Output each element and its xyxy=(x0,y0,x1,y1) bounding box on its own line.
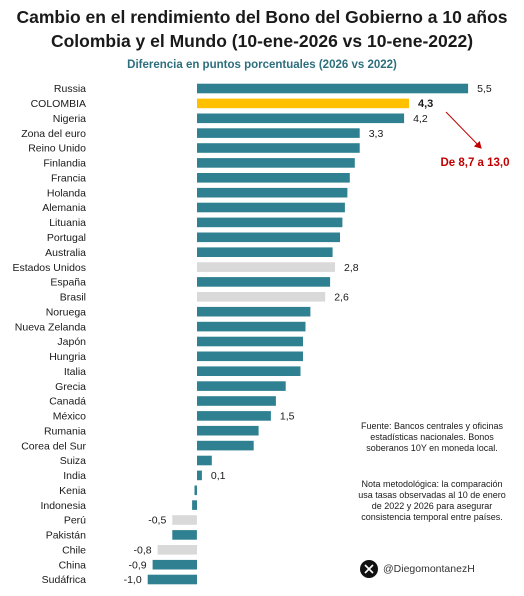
x-logo-icon xyxy=(360,560,378,578)
bar xyxy=(197,277,331,287)
bar xyxy=(197,143,360,153)
data-labels: 5,5 4,3 4,2 3,3 2,8 2,6 1,5 0,1 -0,5 -0,8 -0,9 -1,0 xyxy=(124,83,492,586)
category-label: Lituania xyxy=(49,217,86,229)
category-label: Sudáfrica xyxy=(42,574,87,586)
bar xyxy=(197,113,405,124)
chart-title: Cambio en el rendimiento del Bono del Go… xyxy=(16,7,508,27)
data-label: 0,1 xyxy=(211,470,226,482)
category-label: Canadá xyxy=(49,396,86,408)
bar xyxy=(197,128,360,138)
category-label: Corea del Sur xyxy=(21,440,86,452)
author-handle: @DiegomontanezH xyxy=(360,560,475,578)
category-label: Suiza xyxy=(60,455,86,467)
chart-title-line2: Colombia y el Mundo (10-ene-2026 vs 10-e… xyxy=(50,31,474,51)
data-label: -0,8 xyxy=(134,544,152,556)
category-label: México xyxy=(53,411,86,423)
source-note: Fuente: Bancos centrales y oficinas esta… xyxy=(360,421,504,453)
bar xyxy=(172,530,197,540)
data-label: -1,0 xyxy=(124,574,142,586)
bar xyxy=(197,98,409,109)
handle-text: @DiegomontanezH xyxy=(383,563,475,575)
bar xyxy=(197,262,335,272)
bar xyxy=(197,440,254,451)
bar xyxy=(172,515,197,525)
bar xyxy=(197,202,345,213)
bar xyxy=(197,396,276,406)
bar xyxy=(157,545,197,555)
category-label: Francia xyxy=(51,172,86,184)
category-label: Estados Unidos xyxy=(12,262,86,274)
category-label: Australia xyxy=(45,247,86,259)
category-label: Grecia xyxy=(55,381,86,393)
category-label: Portugal xyxy=(47,232,86,244)
category-label: Pakistán xyxy=(46,530,86,542)
category-label: Italia xyxy=(64,366,86,378)
bar xyxy=(147,574,197,585)
category-label: Japón xyxy=(57,336,86,348)
bar xyxy=(197,292,326,302)
bar xyxy=(197,455,212,466)
bar xyxy=(197,232,340,243)
bar xyxy=(197,158,355,168)
bar xyxy=(197,217,343,228)
bar xyxy=(197,366,301,376)
data-label: -0,5 xyxy=(148,515,166,527)
category-label: Hungria xyxy=(49,351,86,363)
data-label: 2,6 xyxy=(334,292,349,304)
annotation-text: De 8,7 a 13,0 xyxy=(440,157,509,169)
method-note: Nota metodológica: la comparación usa ta… xyxy=(358,479,506,522)
bar xyxy=(152,559,197,570)
category-label: Finlandia xyxy=(43,158,86,170)
category-label: Noruega xyxy=(46,306,86,318)
bar xyxy=(197,83,469,94)
category-label: Indonesia xyxy=(40,500,86,512)
category-label: Rumania xyxy=(44,425,86,437)
data-label: 5,5 xyxy=(477,83,492,95)
category-label: Holanda xyxy=(47,187,86,199)
bar xyxy=(197,187,348,198)
bar xyxy=(197,336,303,347)
category-label: Chile xyxy=(62,544,86,556)
bar xyxy=(197,351,303,362)
bar xyxy=(197,425,259,436)
bar xyxy=(197,321,306,332)
category-label: Kenia xyxy=(59,485,86,497)
data-label: 4,2 xyxy=(413,113,428,125)
category-labels: Russia COLOMBIA Nigeria Zona del euro Reino … xyxy=(12,83,86,586)
data-label: 2,8 xyxy=(344,262,359,274)
category-label: China xyxy=(59,559,87,571)
data-label: 4,3 xyxy=(418,98,433,110)
category-label: Reino Unido xyxy=(28,143,86,155)
category-label: Perú xyxy=(64,515,86,527)
data-label: 3,3 xyxy=(369,128,384,140)
category-label: Nigeria xyxy=(53,113,86,125)
bar xyxy=(197,247,333,257)
bar xyxy=(197,470,202,481)
bar xyxy=(197,306,311,317)
category-label: España xyxy=(50,277,86,289)
category-label: India xyxy=(63,470,86,482)
category-label: Alemania xyxy=(42,202,86,214)
bar xyxy=(197,173,350,183)
chart-subtitle: Diferencia en puntos porcentuales (2026 … xyxy=(127,59,397,71)
bar xyxy=(192,500,197,510)
annotation-arrow xyxy=(445,111,482,149)
bar xyxy=(197,381,286,391)
category-label: Nueva Zelanda xyxy=(15,321,86,333)
bars xyxy=(147,83,469,585)
category-label: Russia xyxy=(54,83,86,95)
bar xyxy=(194,485,197,496)
bar xyxy=(197,411,271,421)
category-label: Brasil xyxy=(60,292,86,304)
category-label: COLOMBIA xyxy=(31,98,86,110)
data-label: 1,5 xyxy=(280,411,295,423)
category-label: Zona del euro xyxy=(21,128,86,140)
data-label: -0,9 xyxy=(129,559,147,571)
